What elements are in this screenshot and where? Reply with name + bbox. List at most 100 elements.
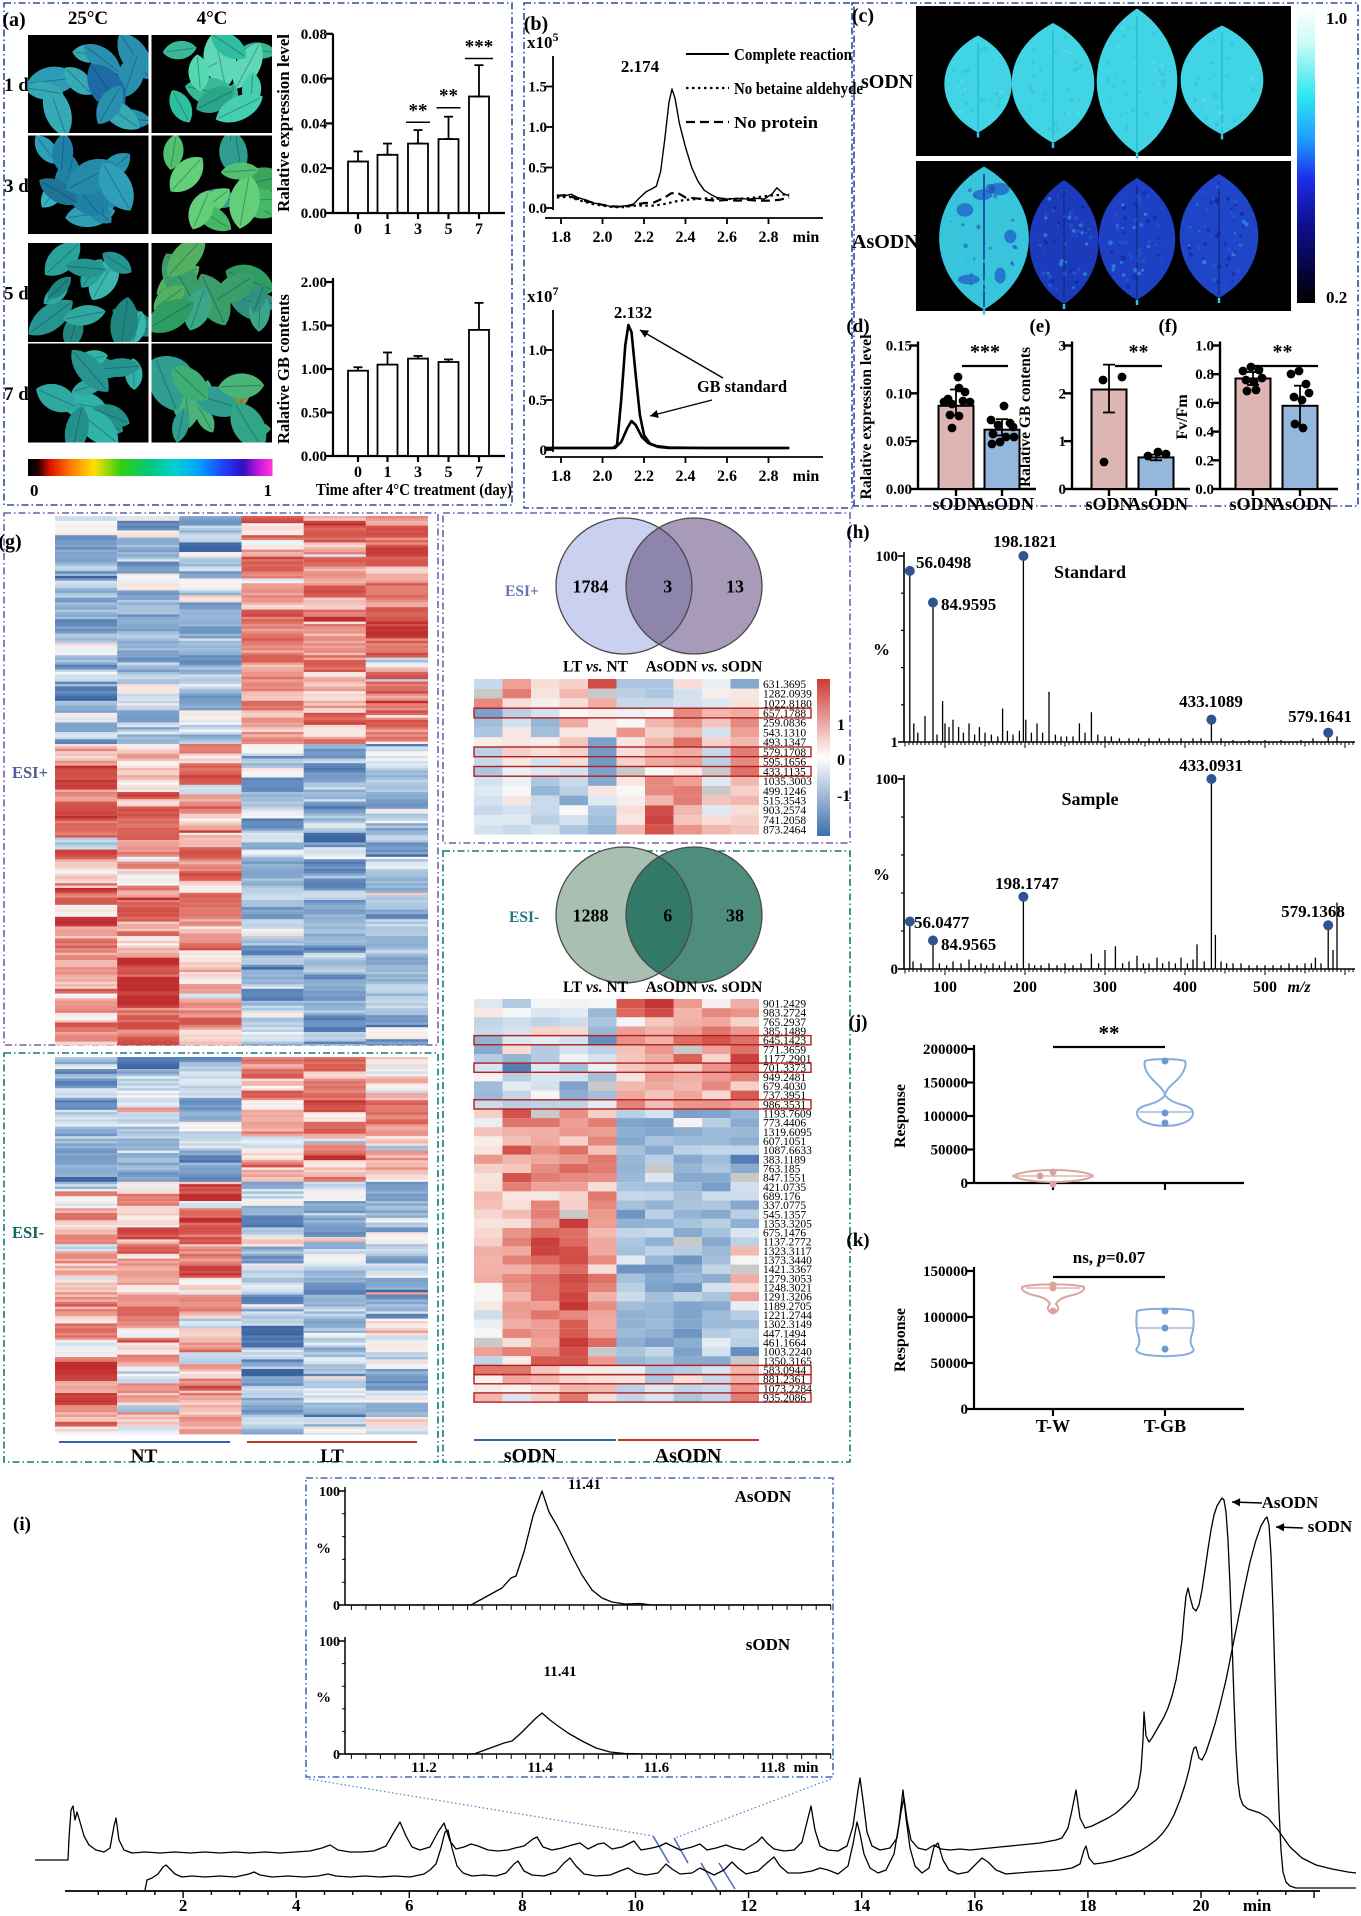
svg-text:545.1357: 545.1357 [763,1209,806,1221]
svg-text:sODN: sODN [1229,494,1276,514]
svg-text:56.0477: 56.0477 [914,913,970,932]
svg-text:300: 300 [1093,979,1117,996]
svg-text:**: ** [439,86,458,107]
svg-text:3: 3 [414,221,422,238]
svg-text:%: % [873,640,890,659]
svg-text:11.2: 11.2 [411,1760,436,1776]
svg-text:8: 8 [518,1896,527,1911]
svg-text:50000: 50000 [931,1356,969,1372]
svg-text:NT: NT [131,1446,158,1467]
svg-text:AsODN: AsODN [735,1487,792,1506]
svg-text:675.1476: 675.1476 [763,1228,806,1240]
svg-text:***: *** [465,36,494,57]
svg-text:903.2574: 903.2574 [763,805,806,817]
svg-text:11.41: 11.41 [544,1664,577,1680]
svg-text:ESI-: ESI- [509,909,539,926]
svg-text:1279.3053: 1279.3053 [763,1273,812,1285]
svg-text:2.4: 2.4 [676,229,696,246]
svg-text:1: 1 [264,481,273,500]
svg-text:1 d: 1 d [4,75,29,96]
svg-text:0: 0 [333,1599,340,1614]
svg-text:No betaine aldehyde: No betaine aldehyde [734,79,863,98]
svg-text:949.2481: 949.2481 [763,1072,806,1084]
svg-text:2.0: 2.0 [593,468,613,485]
svg-text:0: 0 [30,481,39,500]
svg-text:Ralative GB contents: Ralative GB contents [1017,347,1034,487]
svg-text:2: 2 [179,1896,188,1911]
svg-text:T-GB: T-GB [1144,1416,1186,1436]
svg-text:3: 3 [663,577,672,597]
svg-text:0.15: 0.15 [886,339,912,355]
svg-text:84.9595: 84.9595 [941,595,996,614]
svg-text:7: 7 [475,464,483,481]
svg-text:1.5: 1.5 [528,80,547,96]
svg-text:Ralative GB contents: Ralative GB contents [274,294,293,444]
svg-text:3 d: 3 d [4,176,29,197]
svg-text:1421.3367: 1421.3367 [763,1264,812,1276]
svg-text:2: 2 [1059,386,1067,402]
svg-text:259.0836: 259.0836 [763,718,806,730]
svg-text:50000: 50000 [931,1143,969,1159]
svg-text:150000: 150000 [923,1076,968,1092]
svg-text:1.8: 1.8 [551,468,571,485]
svg-text:56.0498: 56.0498 [916,553,971,572]
svg-text:1291.3206: 1291.3206 [763,1292,812,1304]
svg-text:1.50: 1.50 [301,319,327,335]
svg-text:689.176: 689.176 [763,1191,801,1203]
svg-text:0.08: 0.08 [301,27,327,43]
svg-text:100: 100 [319,1485,340,1500]
svg-text:%: % [316,1690,331,1706]
svg-text:2.8: 2.8 [759,229,779,246]
svg-text:1193.7609: 1193.7609 [763,1109,812,1121]
svg-text:447.1494: 447.1494 [763,1328,806,1340]
svg-text:3: 3 [414,464,422,481]
svg-text:sODN: sODN [1085,494,1132,514]
svg-text:**: ** [1273,341,1293,363]
svg-text:741.2058: 741.2058 [763,815,806,827]
svg-text:200: 200 [1013,979,1037,996]
svg-text:AsODN: AsODN [974,494,1034,514]
svg-text:m/z: m/z [1287,979,1311,996]
svg-text:1035.3003: 1035.3003 [763,776,812,788]
svg-text:983.2724: 983.2724 [763,1008,806,1020]
svg-text:901.2429: 901.2429 [763,999,806,1011]
svg-text:11.6: 11.6 [644,1760,670,1776]
svg-text:873.2464: 873.2464 [763,825,806,837]
svg-text:2.00: 2.00 [301,275,327,291]
svg-text:773.4406: 773.4406 [763,1118,806,1130]
svg-text:No protein: No protein [734,113,818,132]
svg-text:499.1246: 499.1246 [763,786,806,798]
svg-text:515.3543: 515.3543 [763,796,806,808]
svg-text:11.4: 11.4 [527,1760,553,1776]
svg-text:Complete reaction: Complete reaction [734,45,852,64]
svg-text:679.4030: 679.4030 [763,1081,806,1093]
svg-text:1: 1 [384,221,392,238]
svg-text:11.41: 11.41 [568,1477,601,1493]
svg-text:1288: 1288 [573,906,609,926]
svg-text:T-W: T-W [1036,1416,1070,1436]
svg-text:198.1821: 198.1821 [993,532,1057,551]
svg-text:AsODN: AsODN [1272,494,1332,514]
svg-text:Ralative expression level: Ralative expression level [858,334,875,500]
svg-text:5: 5 [445,464,453,481]
svg-text:1302.3149: 1302.3149 [763,1319,812,1331]
svg-text:6: 6 [663,906,672,926]
svg-text:0.00: 0.00 [886,482,912,498]
svg-text:10: 10 [627,1896,644,1911]
svg-text:sODN: sODN [504,1445,557,1467]
svg-text:763.185: 763.185 [763,1163,801,1175]
svg-text:0: 0 [961,1176,969,1192]
svg-text:13: 13 [726,577,744,597]
svg-text:0: 0 [961,1402,969,1418]
svg-text:400: 400 [1173,979,1197,996]
svg-text:200000: 200000 [923,1042,968,1058]
svg-text:x107: x107 [527,284,559,306]
svg-text:607.1051: 607.1051 [763,1136,806,1148]
svg-text:1: 1 [384,464,392,481]
svg-text:11.8: 11.8 [760,1760,785,1776]
svg-text:25°C: 25°C [68,8,108,29]
svg-text:ESI+: ESI+ [12,763,48,782]
svg-text:0.05: 0.05 [886,434,912,450]
svg-text:7: 7 [475,221,483,238]
svg-text:579.1641: 579.1641 [1288,707,1352,726]
